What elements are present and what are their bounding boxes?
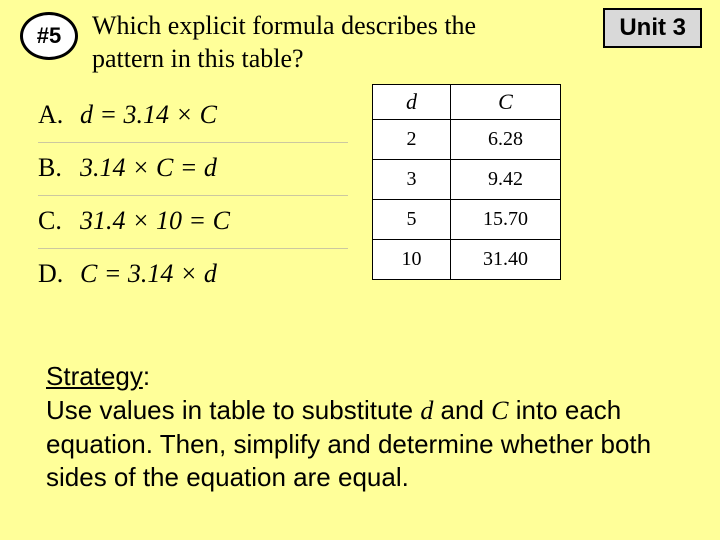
strategy-text-pre: Use values in table to substitute	[46, 395, 420, 425]
strategy-block: Strategy: Use values in table to substit…	[46, 360, 674, 495]
table-cell: 5	[373, 200, 451, 240]
table-row: 2 6.28	[373, 120, 561, 160]
option-text: 31.4 × 10 = C	[80, 206, 230, 236]
option-c[interactable]: C. 31.4 × 10 = C	[38, 196, 348, 249]
option-text: 3.14 × C = d	[80, 153, 217, 183]
table-cell: 2	[373, 120, 451, 160]
option-a[interactable]: A. d = 3.14 × C	[38, 90, 348, 143]
unit-label-text: Unit 3	[619, 14, 686, 41]
data-table: d C 2 6.28 3 9.42 5 15.70 10 31.40	[372, 84, 561, 280]
option-letter: C.	[38, 206, 66, 236]
answer-options: A. d = 3.14 × C B. 3.14 × C = d C. 31.4 …	[38, 90, 348, 301]
table-cell: 31.40	[451, 240, 561, 280]
strategy-var-d: d	[420, 396, 433, 425]
table-cell: 3	[373, 160, 451, 200]
option-text: C = 3.14 × d	[80, 259, 217, 289]
option-letter: B.	[38, 153, 66, 183]
table-row: 3 9.42	[373, 160, 561, 200]
strategy-heading: Strategy	[46, 361, 143, 391]
strategy-var-c: C	[491, 396, 508, 425]
option-text: d = 3.14 × C	[80, 100, 217, 130]
unit-label-box: Unit 3	[603, 8, 702, 48]
problem-number-text: #5	[37, 23, 61, 49]
table-row: 10 31.40	[373, 240, 561, 280]
colon: :	[143, 361, 150, 391]
option-d[interactable]: D. C = 3.14 × d	[38, 249, 348, 301]
table-cell: 6.28	[451, 120, 561, 160]
table-row: 5 15.70	[373, 200, 561, 240]
table-cell: 9.42	[451, 160, 561, 200]
option-b[interactable]: B. 3.14 × C = d	[38, 143, 348, 196]
problem-number-badge: #5	[20, 12, 78, 60]
table-header-d: d	[373, 85, 451, 120]
table-header-row: d C	[373, 85, 561, 120]
table-cell: 15.70	[451, 200, 561, 240]
strategy-text-mid: and	[433, 395, 491, 425]
option-letter: A.	[38, 100, 66, 130]
question-text: Which explicit formula describes the pat…	[92, 10, 497, 75]
option-letter: D.	[38, 259, 66, 289]
table-header-c: C	[451, 85, 561, 120]
table-cell: 10	[373, 240, 451, 280]
